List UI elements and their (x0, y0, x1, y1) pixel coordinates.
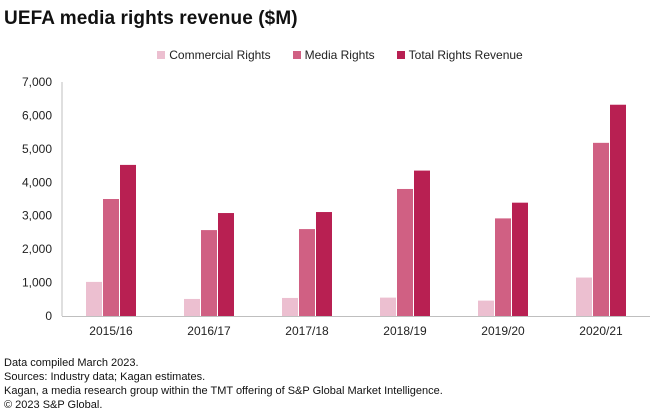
legend-label-commercial-rights: Commercial Rights (169, 48, 271, 62)
axes (61, 82, 650, 317)
chart-title: UEFA media rights revenue ($M) (4, 8, 298, 29)
bar-total-rights-revenue-2019-20 (512, 202, 528, 316)
bar-total-rights-revenue-2018-19 (414, 170, 430, 316)
legend-item-media-rights: Media Rights (292, 48, 375, 62)
legend-label-total-rights-revenue: Total Rights Revenue (408, 48, 523, 62)
bars (86, 104, 626, 316)
y-axis: 0 1,000 2,000 3,000 4,000 5,000 6,000 7,000 (22, 75, 52, 323)
legend-label-media-rights: Media Rights (304, 48, 375, 62)
legend-swatch-commercial-rights (157, 51, 166, 59)
x-axis: 2015/16 2016/17 2017/18 2018/19 2019/20 2020/… (89, 324, 623, 338)
x-tick-label: 2019/20 (481, 324, 525, 338)
bar-total-rights-revenue-2015-16 (120, 164, 136, 316)
y-tick-label: 0 (45, 309, 52, 323)
footnote-sources: Sources: Industry data; Kagan estimates. (4, 371, 206, 383)
legend: Commercial Rights Media Rights Total Rig… (0, 48, 660, 62)
y-tick-label: 3,000 (22, 209, 52, 223)
x-tick-label: 2015/16 (89, 324, 133, 338)
bar-commercial-rights-2018-19 (380, 297, 396, 316)
x-tick-label: 2020/21 (579, 324, 623, 338)
x-tick-label: 2017/18 (285, 324, 329, 338)
legend-item-total-rights-revenue: Total Rights Revenue (396, 48, 523, 62)
bar-commercial-rights-2016-17 (184, 298, 200, 316)
bar-commercial-rights-2020-21 (576, 277, 592, 316)
bar-media-rights-2015-16 (103, 199, 119, 316)
y-tick-label: 6,000 (22, 108, 52, 122)
x-tick-label: 2018/19 (383, 324, 427, 338)
bar-commercial-rights-2015-16 (86, 281, 102, 316)
footnote-copyright: © 2023 S&P Global. (4, 399, 103, 411)
y-tick-label: 5,000 (22, 142, 52, 156)
bar-total-rights-revenue-2016-17 (218, 213, 234, 316)
bar-commercial-rights-2017-18 (282, 297, 298, 316)
legend-swatch-total-rights-revenue (396, 51, 405, 59)
y-tick-label: 4,000 (22, 175, 52, 189)
footnote-compiled: Data compiled March 2023. (4, 357, 139, 369)
footnote-kagan: Kagan, a media research group within the… (4, 385, 443, 397)
y-tick-label: 1,000 (22, 276, 52, 290)
footnotes: Data compiled March 2023. Sources: Indus… (4, 356, 443, 412)
y-tick-label: 7,000 (22, 75, 52, 89)
legend-item-commercial-rights: Commercial Rights (157, 48, 271, 62)
bar-media-rights-2016-17 (201, 230, 217, 316)
bar-media-rights-2019-20 (495, 218, 511, 316)
legend-swatch-media-rights (292, 51, 301, 59)
bar-media-rights-2017-18 (299, 229, 315, 316)
bar-total-rights-revenue-2017-18 (316, 212, 332, 316)
bar-total-rights-revenue-2020-21 (610, 104, 626, 316)
x-tick-label: 2016/17 (187, 324, 231, 338)
bar-commercial-rights-2019-20 (478, 300, 494, 316)
y-tick-label: 2,000 (22, 242, 52, 256)
bar-media-rights-2018-19 (397, 188, 413, 316)
bar-media-rights-2020-21 (593, 142, 609, 316)
